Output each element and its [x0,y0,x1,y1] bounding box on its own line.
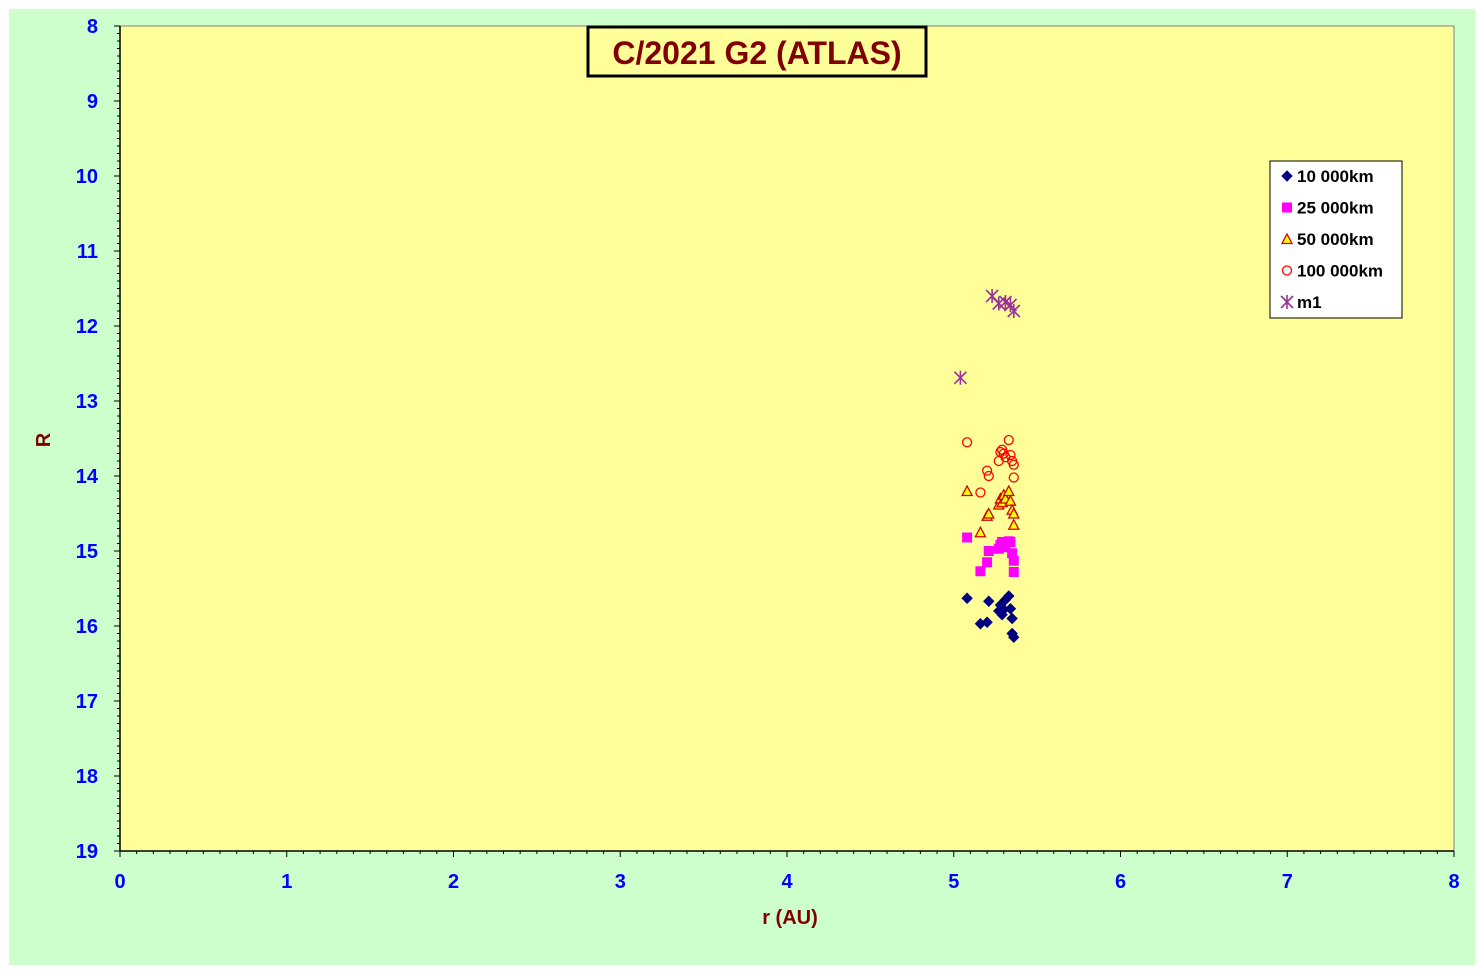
x-tick-label: 6 [1115,871,1126,893]
data-point-star [1007,304,1021,318]
data-point-circle [975,487,986,498]
chart-title: C/2021 G2 (ATLAS) [612,35,901,71]
series-triangle [961,484,1020,538]
x-tick-label: 5 [948,871,959,893]
series-diamond [961,590,1020,643]
data-point-circle [1005,449,1016,461]
data-point-circle [1008,459,1019,470]
data-point-square [1008,555,1019,566]
y-tick-label: 16 [76,616,98,638]
data-point-triangle [1002,484,1015,497]
x-tick-label: 8 [1448,871,1459,893]
series-square [962,532,1019,577]
y-tick-label: 11 [77,241,98,263]
y-tick-label: 10 [76,166,98,188]
data-point-diamond [983,595,995,607]
data-point-circle [981,465,993,476]
data-point-triangle [1007,507,1020,519]
data-point-circle [1008,472,1019,483]
legend-label: m1 [1297,293,1322,312]
legend-label: 10 000km [1297,167,1374,186]
x-axis-title: r (AU) [762,907,818,929]
legend-label: 25 000km [1297,199,1374,218]
data-point-square [1007,548,1018,559]
x-tick-label: 0 [114,871,125,893]
legend-marker-circle [1281,265,1293,276]
y-tick-label: 13 [76,391,98,413]
data-points [953,289,1021,643]
y-tick-label: 18 [76,766,98,788]
data-point-star [953,370,967,385]
data-point-diamond [1004,603,1017,615]
data-point-square [982,557,993,568]
y-axis-title: R [33,432,55,447]
data-point-triangle [982,507,995,519]
y-axis: 8 9 10 11 12 13 14 15 16 17 18 19 [76,16,121,863]
y-tick-label: 17 [76,691,98,713]
data-point-diamond [1003,590,1015,602]
x-tick-label: 3 [615,871,626,893]
data-point-square [1008,567,1019,577]
data-point-diamond [1008,631,1020,643]
data-point-triangle [974,525,987,538]
y-tick-label: 15 [76,541,98,563]
data-point-square [983,546,994,556]
legend-label: 100 000km [1297,262,1383,281]
data-point-circle [1003,434,1014,446]
y-tick-label: 19 [76,841,98,863]
legend-marker-triangle [1280,232,1294,245]
y-tick-label: 8 [87,16,98,38]
data-point-square [1000,542,1011,553]
data-point-diamond [961,592,973,604]
legend-marker-square [1282,202,1292,213]
data-point-square [1005,537,1016,547]
y-tick-label: 14 [76,466,99,488]
x-tick-label: 1 [281,871,292,893]
y-tick-label: 12 [76,316,98,338]
data-point-circle [983,470,994,482]
data-point-triangle [961,484,974,497]
x-tick-label: 4 [781,871,793,893]
legend-marker-diamond [1281,170,1293,182]
legend: 10 000km 25 000km 50 000km 100 000km m1 [1269,160,1403,319]
series-circle [961,434,1019,498]
data-point-circle [961,437,973,448]
x-tick-label: 7 [1282,871,1293,893]
plot-area [119,25,1455,852]
data-point-triangle [1007,518,1020,530]
data-point-square [975,566,986,577]
data-point-diamond [1006,612,1018,625]
legend-label: 50 000km [1297,230,1374,249]
series-star [953,289,1021,385]
data-point-triangle [1004,494,1017,506]
legend-marker-star [1280,295,1294,309]
data-point-diamond [981,616,993,628]
x-tick-label: 2 [448,871,459,893]
data-point-square [962,532,973,543]
chart-title-box: C/2021 G2 (ATLAS) [586,25,928,78]
x-axis: 0 1 2 3 4 5 6 7 8 [114,850,1460,893]
y-tick-label: 9 [87,91,98,113]
